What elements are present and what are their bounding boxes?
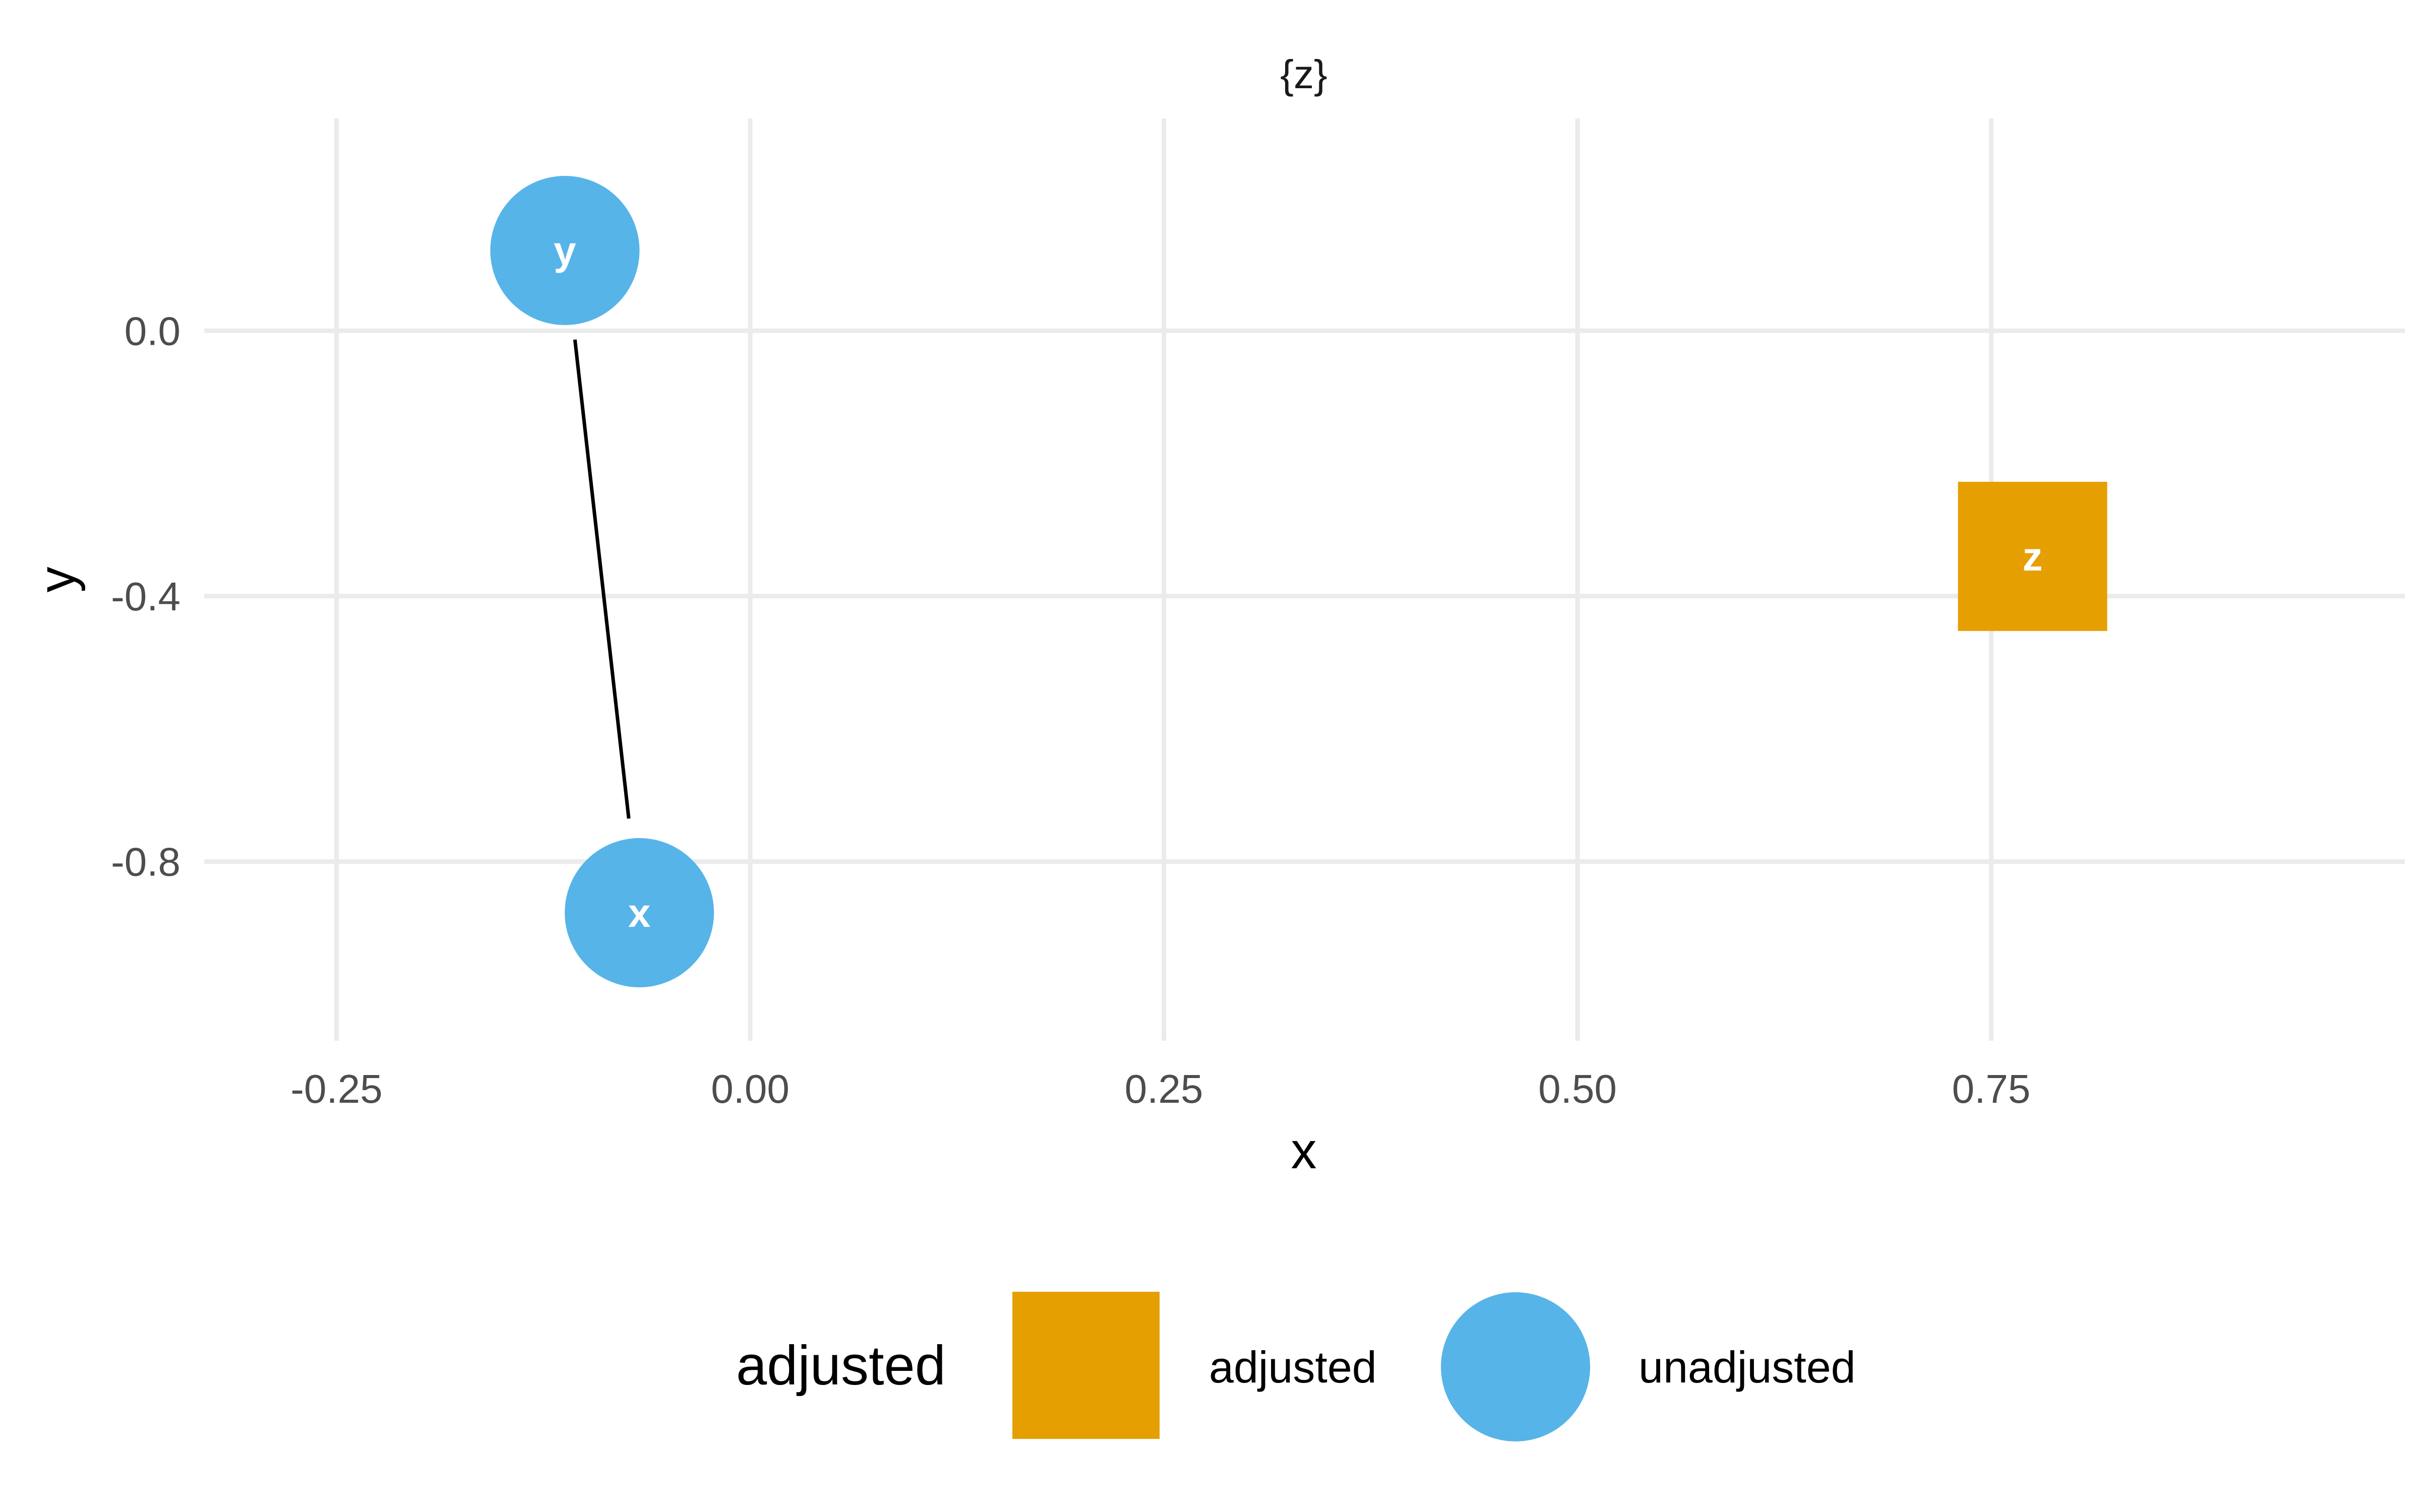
- legend-label-adjusted: adjusted: [1209, 1342, 1377, 1392]
- node-label-z: z: [2023, 534, 2043, 579]
- legend: adjusted adjusted unadjusted: [736, 1292, 1856, 1441]
- x-tick-label: 0.50: [1538, 1066, 1617, 1111]
- node-z: [1958, 481, 2107, 631]
- node-y: [490, 175, 640, 325]
- x-tick-label: 0.25: [1125, 1066, 1203, 1111]
- y-tick-labels: 0.0 -0.4 -0.8: [111, 308, 180, 884]
- y-tick-label: 0.0: [125, 308, 180, 353]
- x-tick-label: 0.00: [711, 1066, 790, 1111]
- legend-title: adjusted: [736, 1335, 946, 1397]
- x-tick-labels: -0.25 0.00 0.25 0.50 0.75: [290, 1066, 2030, 1111]
- legend-key-adjusted: [1012, 1292, 1160, 1439]
- y-axis-title: y: [28, 567, 86, 593]
- x-tick-label: -0.25: [290, 1066, 382, 1111]
- edge-x-y: [573, 339, 631, 819]
- legend-label-unadjusted: unadjusted: [1639, 1342, 1856, 1392]
- nodes: y x z: [490, 175, 2107, 987]
- y-tick-label: -0.4: [111, 574, 180, 619]
- legend-key-unadjusted: [1441, 1292, 1590, 1441]
- edges: [573, 339, 631, 819]
- facet-title: {z}: [1280, 52, 1327, 97]
- node-label-x: x: [628, 891, 651, 935]
- x-axis-title: x: [1291, 1122, 1317, 1179]
- node-x: [565, 838, 714, 987]
- x-tick-label: 0.75: [1952, 1066, 2031, 1111]
- node-label-y: y: [554, 228, 576, 273]
- y-tick-label: -0.8: [111, 840, 180, 885]
